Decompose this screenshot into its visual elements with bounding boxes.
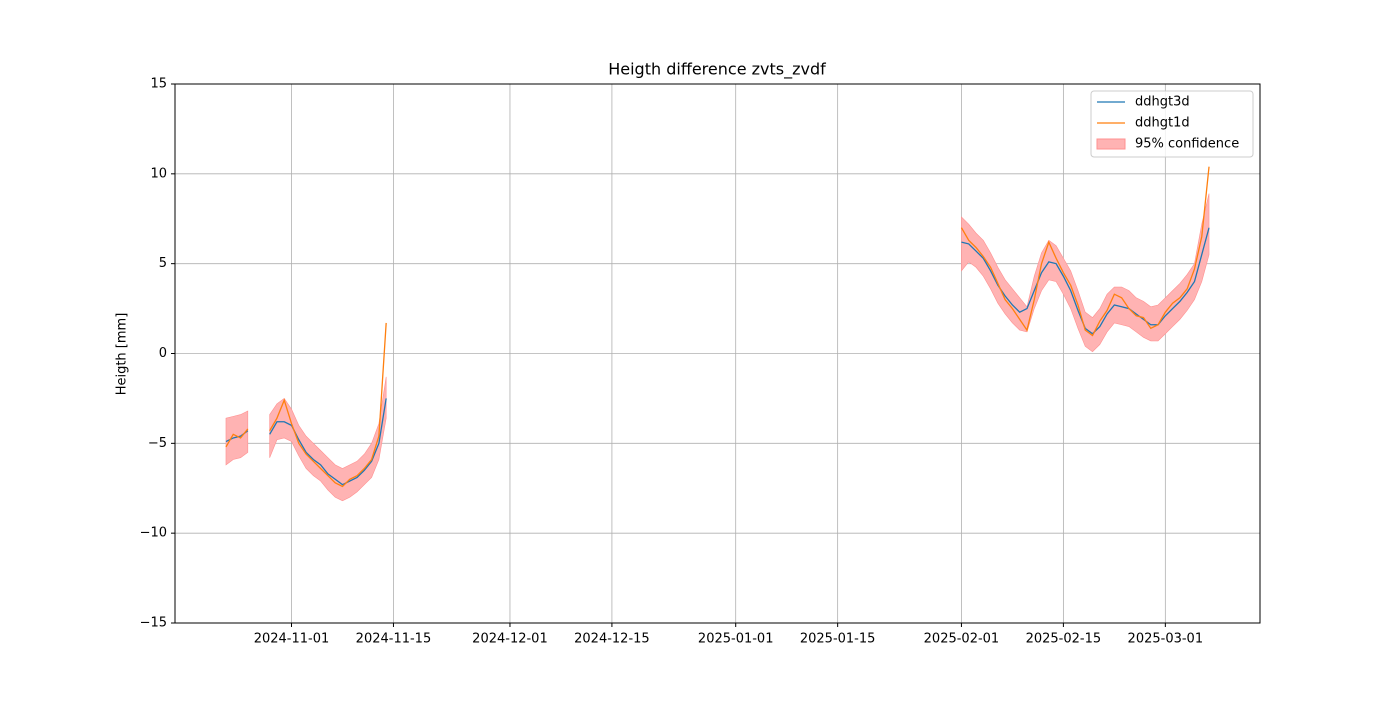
x-tick-label: 2025-03-01 xyxy=(1128,632,1204,647)
confidence-band xyxy=(225,410,249,466)
x-tick-label: 2024-11-15 xyxy=(356,632,432,647)
y-tick-label: −10 xyxy=(140,526,167,541)
data-line xyxy=(225,428,249,448)
axes-frame xyxy=(174,83,1261,624)
y-tick-label: 15 xyxy=(150,77,167,92)
legend-label: ddhgt1d xyxy=(1135,116,1190,131)
legend-label: ddhgt3d xyxy=(1135,95,1190,110)
y-tick-label: −15 xyxy=(140,616,167,631)
y-tick-label: 10 xyxy=(150,166,167,181)
y-tick-label: −5 xyxy=(148,436,167,451)
legend-box xyxy=(1090,90,1254,158)
data-line xyxy=(960,166,1210,337)
y-tick-label: 5 xyxy=(159,256,167,271)
confidence-band xyxy=(269,376,387,502)
y-axis-label: Heigth [mm] xyxy=(115,313,130,396)
confidence-band xyxy=(961,193,1210,353)
y-tick-label: 0 xyxy=(159,346,167,361)
x-tick-label: 2025-02-15 xyxy=(1026,632,1102,647)
x-tick-label: 2025-01-01 xyxy=(698,632,774,647)
legend-swatch xyxy=(1096,138,1126,150)
x-tick-label: 2024-11-01 xyxy=(254,632,330,647)
x-tick-label: 2025-01-15 xyxy=(800,632,876,647)
x-tick-label: 2024-12-15 xyxy=(574,632,650,647)
data-line xyxy=(269,398,387,486)
x-tick-label: 2025-02-01 xyxy=(924,632,1000,647)
chart-title: Heigth difference zvts_zvdf xyxy=(608,60,826,80)
data-line xyxy=(269,322,387,488)
legend-label: 95% confidence xyxy=(1135,137,1239,152)
x-tick-label: 2024-12-01 xyxy=(472,632,548,647)
